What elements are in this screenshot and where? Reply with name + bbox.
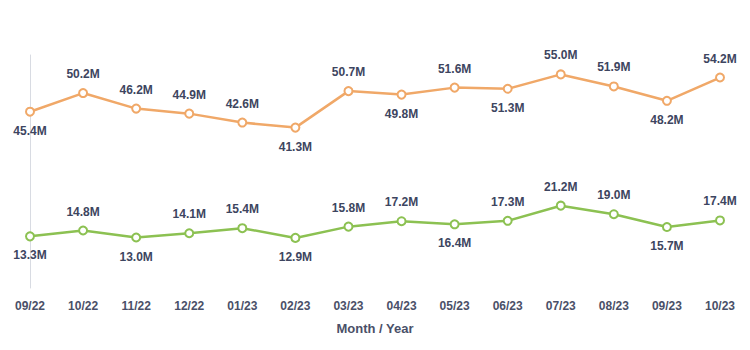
svg-text:12/22: 12/22 (174, 299, 204, 313)
svg-text:21.2M: 21.2M (544, 180, 577, 194)
svg-text:51.6M: 51.6M (438, 62, 471, 76)
svg-text:17.4M: 17.4M (703, 194, 736, 208)
svg-text:07/23: 07/23 (546, 299, 576, 313)
svg-text:45.4M: 45.4M (13, 124, 46, 138)
svg-text:15.7M: 15.7M (650, 239, 683, 253)
svg-text:08/23: 08/23 (599, 299, 629, 313)
svg-text:19.0M: 19.0M (597, 188, 630, 202)
svg-text:06/23: 06/23 (493, 299, 523, 313)
svg-text:51.9M: 51.9M (597, 60, 630, 74)
svg-text:Month / Year: Month / Year (336, 321, 413, 336)
svg-text:44.9M: 44.9M (173, 88, 206, 102)
svg-text:02/23: 02/23 (280, 299, 310, 313)
svg-text:13.0M: 13.0M (119, 250, 152, 264)
svg-text:14.8M: 14.8M (66, 205, 99, 219)
svg-text:11/22: 11/22 (121, 299, 151, 313)
svg-text:09/23: 09/23 (652, 299, 682, 313)
svg-text:05/23: 05/23 (440, 299, 470, 313)
svg-text:01/23: 01/23 (227, 299, 257, 313)
svg-text:49.8M: 49.8M (385, 107, 418, 121)
svg-text:17.3M: 17.3M (491, 195, 524, 209)
svg-text:50.2M: 50.2M (66, 67, 99, 81)
svg-text:41.3M: 41.3M (279, 140, 312, 154)
svg-text:51.3M: 51.3M (491, 101, 524, 115)
svg-text:46.2M: 46.2M (119, 83, 152, 97)
svg-text:12.9M: 12.9M (279, 250, 312, 264)
svg-text:55.0M: 55.0M (544, 48, 577, 62)
svg-text:10/22: 10/22 (68, 299, 98, 313)
svg-text:13.3M: 13.3M (13, 248, 46, 262)
svg-text:48.2M: 48.2M (650, 113, 683, 127)
svg-text:16.4M: 16.4M (438, 236, 471, 250)
svg-text:15.8M: 15.8M (332, 201, 365, 215)
svg-text:50.7M: 50.7M (332, 65, 365, 79)
svg-text:09/22: 09/22 (15, 299, 45, 313)
svg-text:42.6M: 42.6M (226, 97, 259, 111)
svg-text:03/23: 03/23 (333, 299, 363, 313)
svg-text:15.4M: 15.4M (226, 202, 259, 216)
svg-text:14.1M: 14.1M (173, 207, 206, 221)
svg-text:04/23: 04/23 (387, 299, 417, 313)
svg-text:10/23: 10/23 (705, 299, 735, 313)
svg-text:17.2M: 17.2M (385, 195, 418, 209)
svg-text:54.2M: 54.2M (703, 52, 736, 66)
